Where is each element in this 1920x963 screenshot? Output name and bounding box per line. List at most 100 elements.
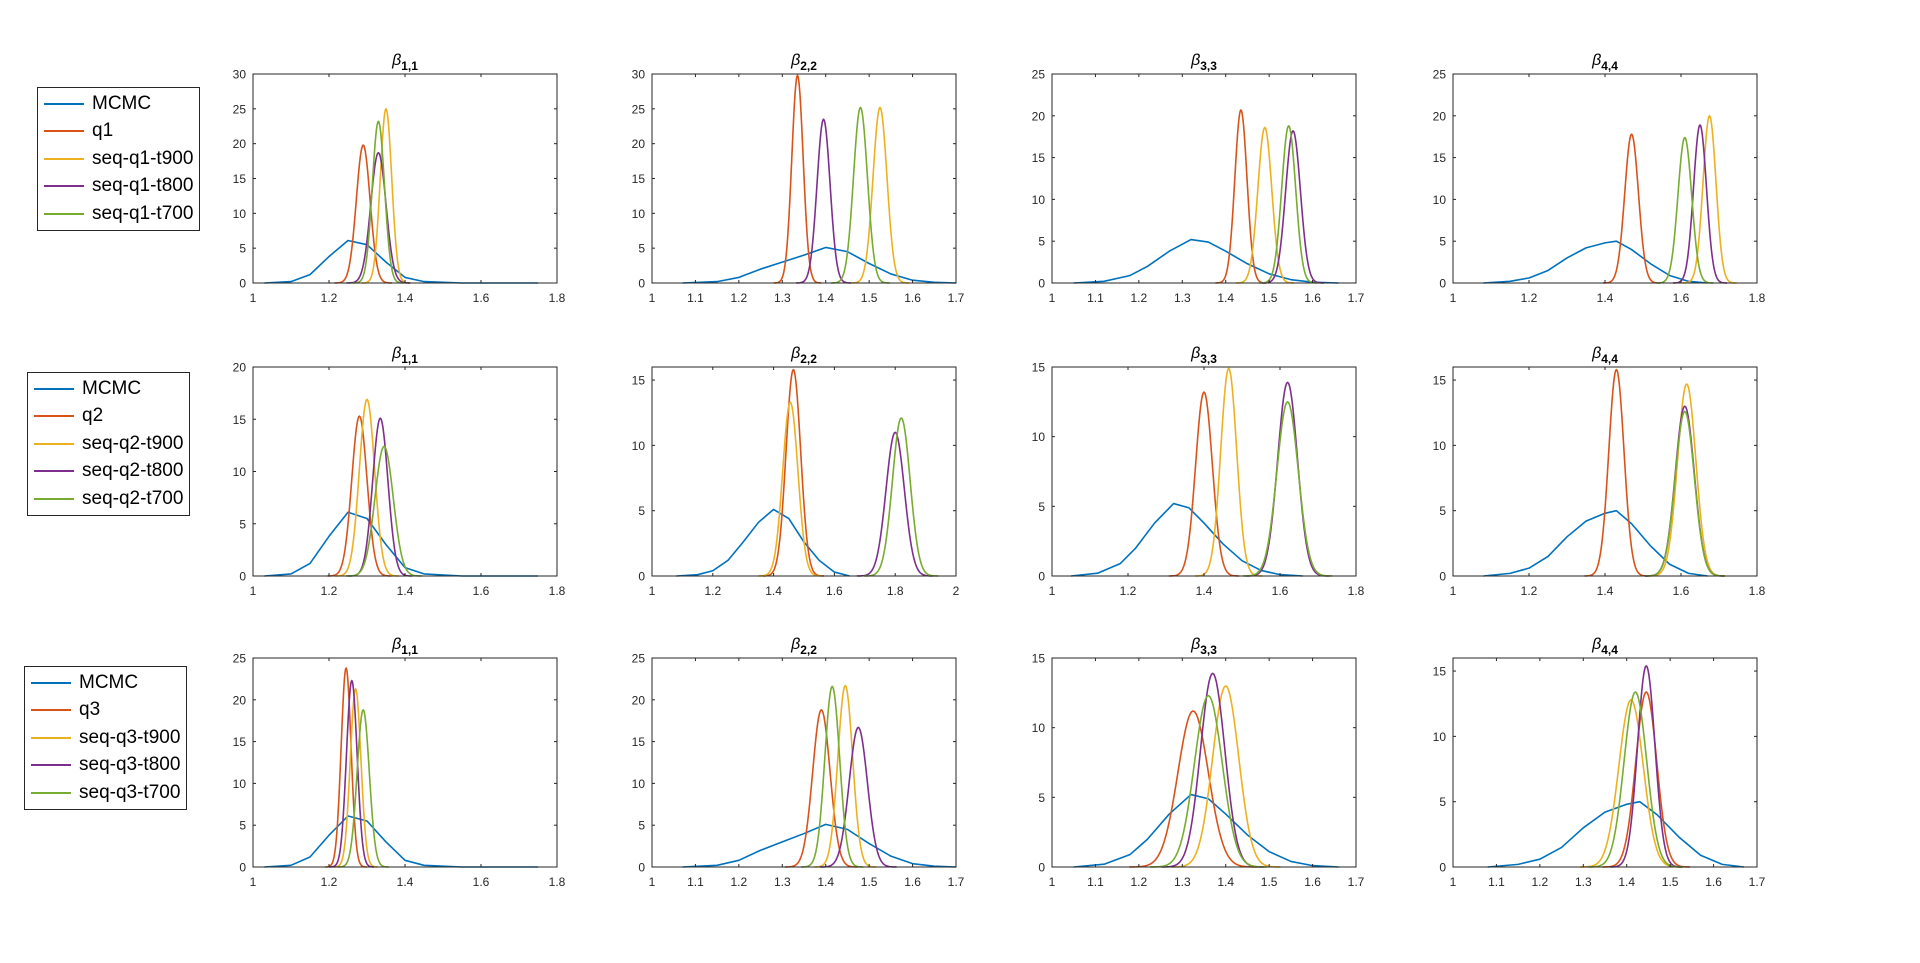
title-subscript: 2,2 bbox=[800, 352, 817, 366]
subplot-1-2: β2,2 0 5 10 15 20 25 30 1 1.1 1.2 1.3 1.4 1.5 1.6 1.7 bbox=[632, 52, 965, 305]
title-symbol: β bbox=[1591, 345, 1601, 362]
x-tick-label: 1.6 bbox=[1304, 291, 1321, 305]
legend-entry: seq-q2-t800 bbox=[34, 458, 183, 486]
legend-entry: seq-q1-t900 bbox=[44, 145, 193, 173]
y-tick-label: 15 bbox=[632, 172, 646, 186]
y-tick-label: 15 bbox=[1032, 151, 1046, 165]
y-tick-label: 5 bbox=[1038, 500, 1045, 514]
title-subscript: 2,2 bbox=[800, 59, 817, 73]
y-tick-label: 30 bbox=[632, 68, 646, 82]
x-tick-label: 1.8 bbox=[549, 291, 566, 305]
x-tick-label: 1.6 bbox=[1272, 584, 1289, 598]
y-tick-label: 0 bbox=[1439, 570, 1446, 584]
y-tick-label: 10 bbox=[1433, 439, 1447, 453]
series-group bbox=[264, 398, 538, 577]
y-tick-label: 30 bbox=[233, 68, 247, 82]
axes-box bbox=[651, 366, 957, 577]
y-tick-label: 15 bbox=[1433, 665, 1447, 679]
legend-swatch bbox=[31, 681, 71, 684]
x-tick-label: 1.4 bbox=[817, 875, 834, 889]
legend-label: MCMC bbox=[79, 671, 139, 693]
legend-swatch bbox=[34, 415, 74, 418]
subplot-title: β4,4 bbox=[1591, 345, 1618, 366]
x-tick-label: 1 bbox=[1049, 291, 1056, 305]
series-line-seq-q3-t700 bbox=[1149, 694, 1267, 868]
title-symbol: β bbox=[391, 52, 401, 69]
legend-swatch bbox=[34, 497, 74, 500]
x-tick-label: 1.6 bbox=[1673, 291, 1690, 305]
title-symbol: β bbox=[1190, 636, 1200, 653]
series-line-seq-q3-t900 bbox=[333, 688, 379, 868]
y-tick-label: 5 bbox=[1439, 504, 1446, 518]
x-tick-label: 1 bbox=[1049, 584, 1056, 598]
title-symbol: β bbox=[790, 52, 800, 69]
series-group bbox=[682, 684, 957, 868]
y-tick-label: 5 bbox=[239, 242, 246, 256]
y-tick-label: 15 bbox=[1032, 361, 1046, 375]
legend-swatch bbox=[44, 102, 84, 105]
x-tick-label: 1.2 bbox=[731, 875, 748, 889]
series-group bbox=[264, 667, 538, 868]
y-tick-label: 20 bbox=[632, 693, 646, 707]
series-line-MCMC bbox=[1483, 509, 1708, 577]
series-line-seq-q1-t900 bbox=[1682, 115, 1737, 284]
title-subscript: 1,1 bbox=[401, 352, 418, 366]
x-tick-label: 1.7 bbox=[948, 291, 965, 305]
y-tick-label: 0 bbox=[1439, 861, 1446, 875]
x-tick-label: 1.1 bbox=[687, 875, 704, 889]
subplot-title: β3,3 bbox=[1190, 52, 1217, 73]
x-tick-label: 1.4 bbox=[1217, 291, 1234, 305]
series-line-MCMC bbox=[1483, 240, 1708, 284]
y-tick-label: 0 bbox=[1038, 861, 1045, 875]
y-tick-label: 10 bbox=[233, 207, 247, 221]
legend-entry: q3 bbox=[31, 697, 180, 725]
series-line-seq-q1-t800 bbox=[1672, 124, 1728, 284]
series-line-seq-q1-t700 bbox=[1655, 136, 1714, 284]
y-tick-label: 15 bbox=[233, 172, 247, 186]
x-tick-label: 1.3 bbox=[1575, 875, 1592, 889]
x-tick-label: 1.6 bbox=[1304, 875, 1321, 889]
x-tick-label: 1.4 bbox=[1618, 875, 1635, 889]
legend-swatch bbox=[44, 157, 84, 160]
axes-box bbox=[252, 657, 558, 868]
y-tick-label: 25 bbox=[632, 652, 646, 666]
series-group bbox=[1070, 367, 1333, 577]
title-symbol: β bbox=[1591, 52, 1601, 69]
series-line-seq-q1-t900 bbox=[850, 106, 910, 284]
legend-entry: seq-q1-t800 bbox=[44, 173, 193, 201]
x-tick-label: 1.3 bbox=[1174, 291, 1191, 305]
subplot-title: β2,2 bbox=[790, 636, 817, 657]
x-tick-label: 1.8 bbox=[1348, 584, 1365, 598]
x-tick-label: 1.3 bbox=[774, 875, 791, 889]
series-line-seq-q3-t900 bbox=[1579, 699, 1683, 868]
y-tick-label: 10 bbox=[233, 465, 247, 479]
x-tick-label: 1.5 bbox=[861, 291, 878, 305]
legend-swatch bbox=[44, 130, 84, 133]
series-line-seq-q1-t800 bbox=[346, 151, 411, 284]
legend-entry: seq-q2-t700 bbox=[34, 485, 183, 513]
x-tick-label: 1.5 bbox=[1261, 875, 1278, 889]
legend-entry: MCMC bbox=[44, 90, 193, 118]
legend-swatch bbox=[31, 764, 71, 767]
y-tick-label: 10 bbox=[233, 777, 247, 791]
series-line-seq-q2-t900 bbox=[758, 401, 823, 577]
axes-box bbox=[252, 366, 558, 577]
x-tick-label: 1.3 bbox=[774, 291, 791, 305]
subplot-title: β1,1 bbox=[391, 636, 418, 657]
legend-label: MCMC bbox=[92, 92, 152, 114]
title-symbol: β bbox=[1190, 345, 1200, 362]
series-line-seq-q3-t700 bbox=[1587, 691, 1683, 868]
series-line-q3 bbox=[1602, 691, 1691, 868]
legend-row-3: MCMC q3 seq-q3-t900 seq-q3-t800 seq-q3-t… bbox=[24, 666, 188, 810]
x-tick-label: 1 bbox=[649, 584, 656, 598]
y-tick-label: 0 bbox=[239, 277, 246, 291]
title-symbol: β bbox=[790, 345, 800, 362]
subplot-2-2: β2,2 0 5 10 15 1 1.2 1.4 1.6 1.8 2 bbox=[632, 345, 960, 598]
subplot-2-3: β3,3 0 5 10 15 1 1.2 1.4 1.6 1.8 bbox=[1032, 345, 1365, 598]
y-tick-label: 15 bbox=[1032, 652, 1046, 666]
y-tick-label: 20 bbox=[632, 137, 646, 151]
legend-entry: seq-q3-t900 bbox=[31, 724, 180, 752]
subplot-3-2: β2,2 0 5 10 15 20 25 1 1.1 1.2 1.3 1.4 1.5 1.6 1.7 bbox=[632, 636, 965, 889]
x-tick-label: 1.2 bbox=[1131, 875, 1148, 889]
x-tick-label: 1 bbox=[1450, 875, 1457, 889]
